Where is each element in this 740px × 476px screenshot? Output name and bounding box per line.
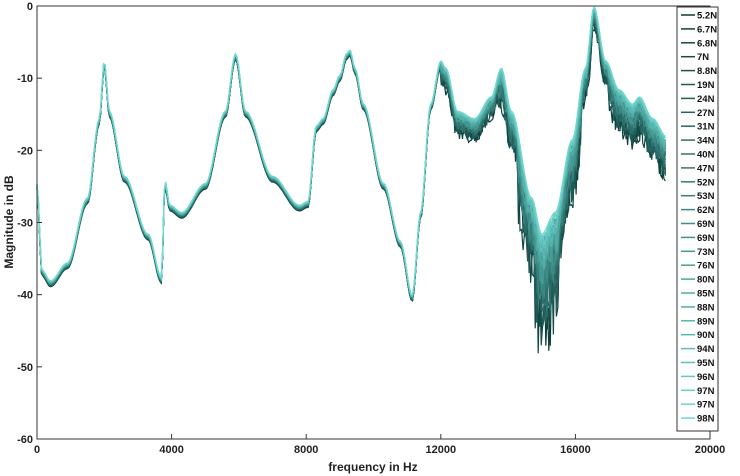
legend-entry: 89N	[697, 316, 715, 327]
legend-entry: 69N	[697, 219, 715, 230]
legend: 5.2N 6.7N 6.8N 7N 8.8N 19N 24N 27N 31N 34N 40N 47N 5…	[676, 6, 719, 432]
y-tick-label: -40	[17, 290, 33, 302]
x-axis-label: frequency in Hz	[328, 460, 417, 474]
legend-entry: 94N	[697, 344, 715, 355]
legend-box	[676, 6, 719, 432]
legend-entry: 85N	[697, 289, 715, 300]
legend-entry: 47N	[697, 163, 715, 174]
y-tick-label: -20	[17, 145, 33, 157]
x-axis-ticks: 0 4000 8000 12000 16000 20000	[34, 434, 725, 456]
y-tick-label: 0	[27, 1, 33, 13]
legend-entry: 53N	[697, 191, 715, 202]
legend-entry: 98N	[697, 414, 715, 425]
legend-entry: 88N	[697, 302, 715, 313]
legend-entry: 8.8N	[697, 66, 717, 77]
x-tick-label: 4000	[159, 444, 183, 456]
legend-entry: 6.7N	[697, 24, 717, 35]
legend-entry: 62N	[697, 205, 715, 216]
x-tick-label: 0	[34, 444, 40, 456]
y-tick-label: -50	[17, 362, 33, 374]
y-tick-label: -10	[17, 73, 33, 85]
legend-entry: 40N	[697, 150, 715, 161]
legend-entry: 97N	[697, 386, 715, 397]
legend-entry: 76N	[697, 261, 715, 272]
legend-entry: 19N	[697, 80, 715, 91]
y-axis-ticks: 0 -10 -20 -30 -40 -50 -60	[17, 1, 42, 446]
series-layer	[36, 5, 666, 354]
legend-entry: 7N	[697, 52, 709, 63]
plot-background	[37, 6, 710, 439]
series-line	[36, 5, 666, 297]
y-tick-label: -60	[17, 434, 33, 446]
legend-entry: 6.8N	[697, 38, 717, 49]
legend-entry: 52N	[697, 177, 715, 188]
x-tick-label: 20000	[695, 444, 726, 456]
legend-entry: 80N	[697, 275, 715, 286]
legend-entry: 24N	[697, 94, 715, 105]
legend-entry: 97N	[697, 400, 715, 411]
legend-entry: 27N	[697, 108, 715, 119]
legend-entry: 5.2N	[697, 11, 717, 22]
legend-entry: 73N	[697, 247, 715, 258]
x-tick-label: 16000	[560, 444, 591, 456]
legend-entry: 96N	[697, 372, 715, 383]
legend-entry: 90N	[697, 330, 715, 341]
x-tick-label: 12000	[426, 444, 457, 456]
y-tick-label: -30	[17, 218, 33, 230]
y-axis-label: Magnitude in dB	[2, 175, 16, 269]
legend-entry: 31N	[697, 122, 715, 133]
x-tick-label: 8000	[294, 444, 318, 456]
legend-entry: 34N	[697, 136, 715, 147]
legend-entry: 69N	[697, 233, 715, 244]
legend-entry: 95N	[697, 358, 715, 369]
